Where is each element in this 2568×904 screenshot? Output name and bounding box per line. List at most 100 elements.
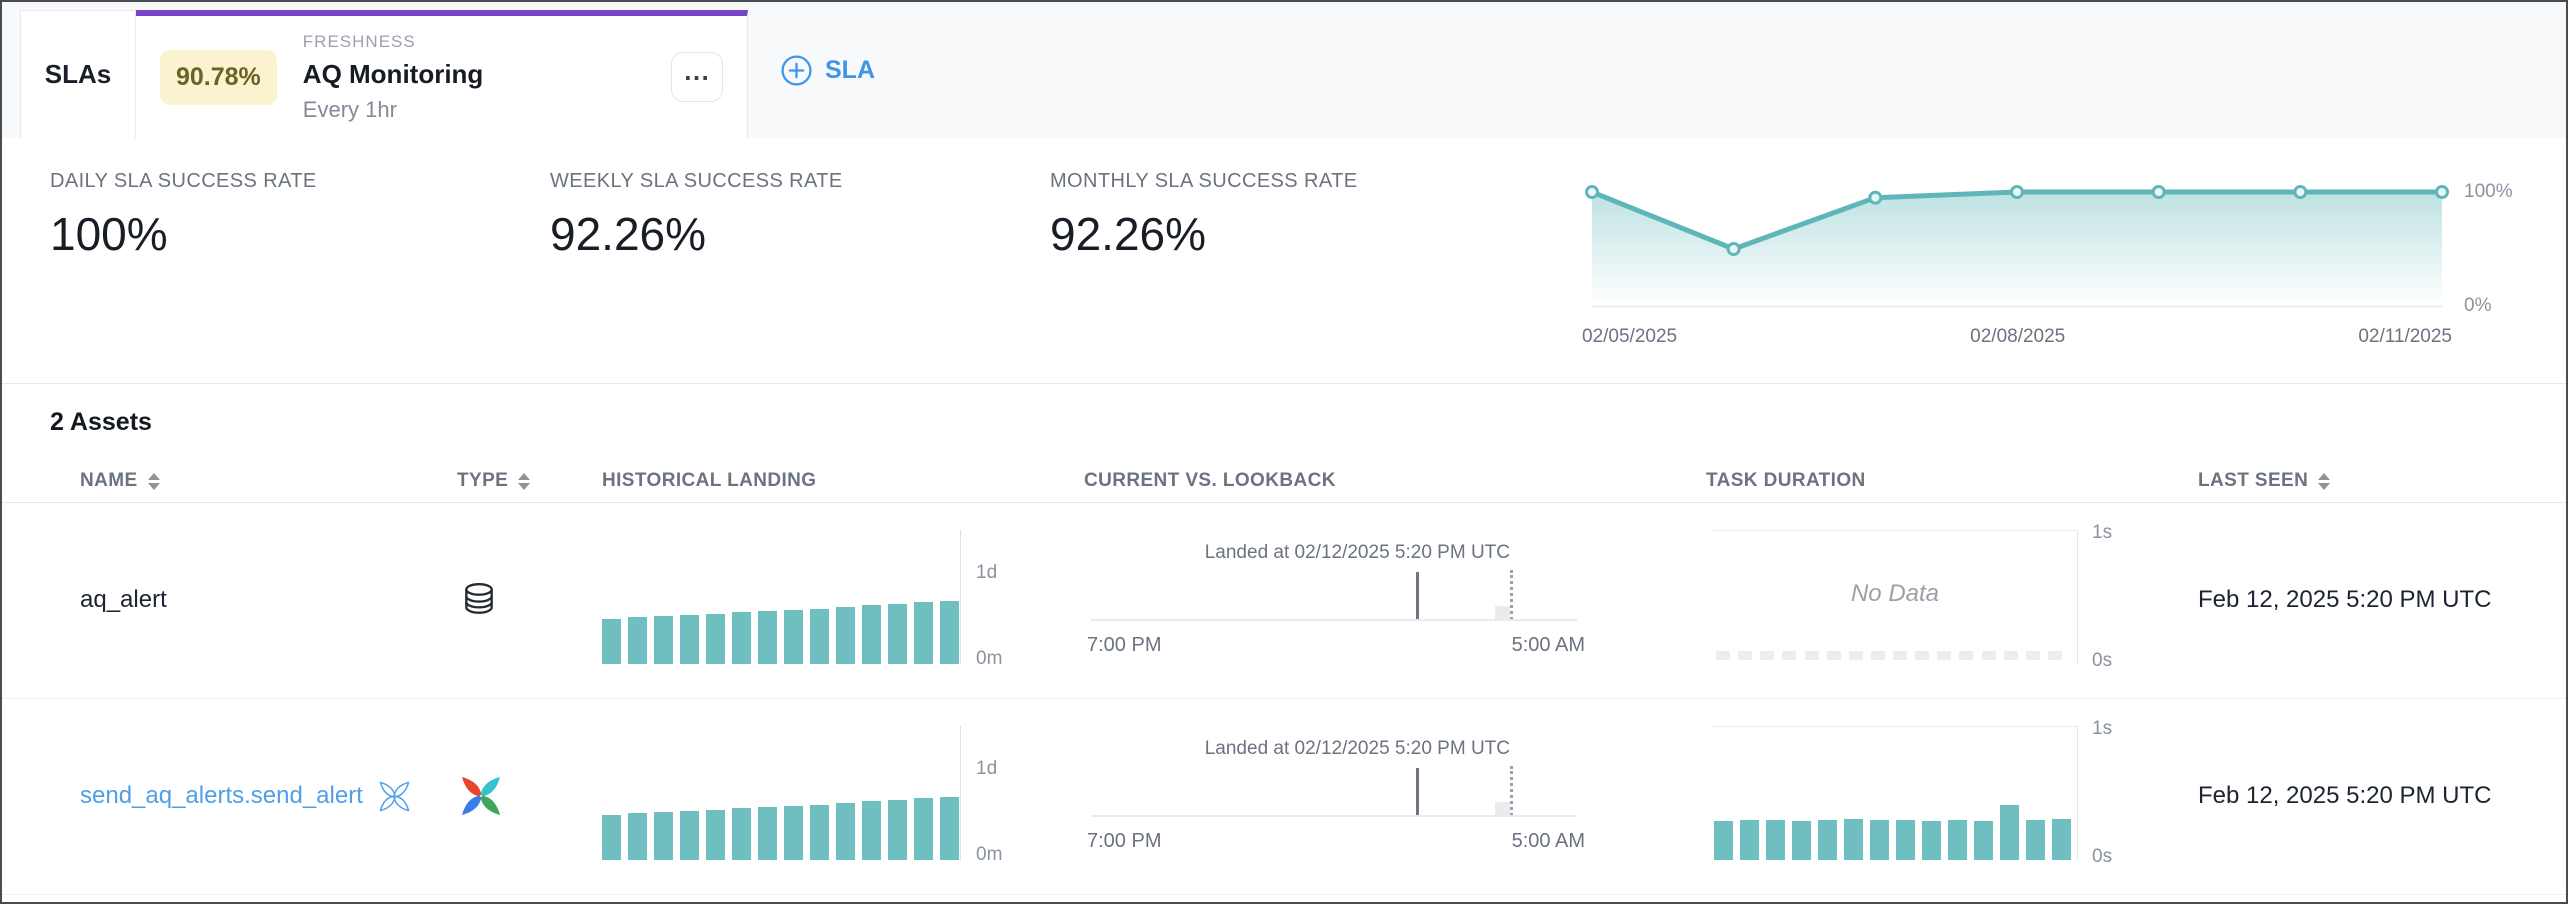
y-axis-min-label: 0m	[976, 844, 1003, 865]
placeholder-dash	[1848, 651, 1863, 660]
sort-icon[interactable]	[2318, 472, 2331, 490]
y-axis-max-label: 1s	[2092, 522, 2113, 543]
sort-up-arrow	[2318, 472, 2331, 480]
placeholder-dash	[1716, 651, 1730, 660]
sla-schedule: Every 1hr	[302, 96, 397, 122]
placeholder-dash	[1915, 651, 1930, 660]
landed-marker-line	[1415, 572, 1419, 620]
bar	[888, 800, 907, 860]
y-axis-min-label: 0m	[976, 648, 1003, 669]
column-header-name[interactable]: NAME	[80, 460, 160, 502]
y-axis-min-label: 0s	[2092, 650, 2113, 671]
bar	[1844, 819, 1863, 860]
tab-menu-button[interactable]: ⋯	[671, 52, 723, 102]
bar	[836, 803, 855, 860]
sort-up-arrow	[518, 472, 531, 480]
column-header-type[interactable]: TYPE	[457, 460, 531, 502]
column-header-last-seen[interactable]: LAST SEEN	[2198, 460, 2331, 502]
bar	[784, 610, 803, 664]
task-duration-chart: 1s 0s	[1712, 718, 2112, 867]
bar	[628, 813, 647, 860]
asset-name: aq_alert	[80, 586, 167, 613]
historical-landing-chart: 1d 0m	[602, 530, 1042, 669]
asset-type-cell	[460, 698, 502, 894]
asset-name-cell: aq_alert	[80, 502, 167, 698]
circle-plus-icon	[781, 54, 812, 86]
bar	[1870, 820, 1889, 860]
stat-value: 100%	[50, 208, 168, 260]
stat-label: DAILY SLA SUCCESS RATE	[50, 170, 317, 192]
column-header-label: LAST SEEN	[2198, 470, 2309, 491]
historical-landing-chart: 1d 0m	[602, 726, 1042, 865]
placeholder-dash	[1870, 651, 1885, 660]
lookback-marker-line	[1510, 766, 1514, 816]
sort-down-arrow	[147, 482, 160, 490]
trend-x-tick: 02/05/2025	[1582, 326, 1678, 347]
last-seen-cell: Feb 12, 2025 5:20 PM UTC	[2198, 698, 2491, 894]
bar	[732, 612, 751, 664]
timeline-axis-labels: 7:00 PM 5:00 AM	[1087, 830, 1585, 853]
placeholder-dash	[1804, 651, 1819, 660]
add-sla-button[interactable]: SLA	[774, 53, 881, 88]
tab-aq-monitoring[interactable]: 90.78% FRESHNESS AQ Monitoring Every 1hr…	[136, 10, 748, 138]
bar	[940, 601, 959, 664]
bar	[862, 605, 881, 664]
sort-icon[interactable]	[147, 472, 160, 490]
column-header-label: CURRENT VS. LOOKBACK	[1084, 470, 1336, 491]
column-header-historical-landing: HISTORICAL LANDING	[602, 460, 816, 502]
sla-summary-panel: DAILY SLA SUCCESS RATE 100% WEEKLY SLA S…	[2, 138, 2566, 384]
assets-count-heading: 2 Assets	[50, 408, 152, 436]
bar	[1922, 821, 1941, 860]
lookback-window-box	[1495, 606, 1511, 620]
placeholder-dash	[1760, 651, 1775, 660]
trend-area-chart	[1585, 185, 2449, 308]
lookback-marker-line	[1510, 570, 1514, 620]
slas-section-box: SLAs	[20, 10, 136, 138]
bar	[758, 611, 777, 664]
column-header-current-vs-lookback: CURRENT VS. LOOKBACK	[1084, 460, 1336, 502]
historical-landing-bars	[602, 601, 959, 664]
last-seen-value: Feb 12, 2025 5:20 PM UTC	[2198, 782, 2492, 809]
column-header-label: TASK DURATION	[1706, 470, 1866, 491]
placeholder-dash	[2025, 651, 2040, 660]
column-header-label: TYPE	[457, 470, 509, 491]
timeline-baseline	[1091, 619, 1577, 621]
placeholder-dash	[2047, 651, 2062, 660]
trend-data-point	[1868, 190, 1883, 205]
airflow-icon	[461, 776, 501, 816]
current-vs-lookback-chart: Landed at 02/12/2025 5:20 PM UTC 7:00 PM…	[1087, 502, 1585, 698]
placeholder-dash	[1981, 651, 1996, 660]
bar	[836, 607, 855, 664]
bar	[706, 810, 725, 860]
placeholder-dash	[1738, 651, 1753, 660]
trend-data-point	[2151, 185, 2166, 199]
stat-label: MONTHLY SLA SUCCESS RATE	[1050, 170, 1358, 192]
bar	[2052, 819, 2071, 860]
bar	[758, 807, 777, 860]
y-axis-min-label: 0s	[2092, 846, 2113, 867]
bar	[654, 812, 673, 860]
tab-text: FRESHNESS AQ Monitoring Every 1hr	[303, 32, 484, 123]
bar	[680, 615, 699, 664]
bar	[732, 808, 751, 860]
timeline-baseline	[1091, 815, 1577, 817]
monthly-success-rate-stat: MONTHLY SLA SUCCESS RATE 92.26%	[1050, 170, 1357, 261]
sort-down-arrow	[518, 482, 531, 490]
bar	[862, 801, 881, 860]
bar	[654, 616, 673, 664]
assets-section: 2 Assets NAME TYPE HISTORICAL LANDING CURRE…	[2, 384, 2566, 902]
asset-name[interactable]: send_aq_alerts.send_alert	[80, 782, 363, 809]
task-chart-top-border	[1712, 726, 2078, 727]
trend-data-point	[1585, 185, 1599, 199]
timeline-axis-labels: 7:00 PM 5:00 AM	[1087, 634, 1585, 657]
sort-icon[interactable]	[518, 472, 531, 490]
landed-annotation: Landed at 02/12/2025 5:20 PM UTC	[1204, 542, 1510, 563]
daily-success-rate-stat: DAILY SLA SUCCESS RATE 100%	[50, 170, 317, 261]
no-data-label: No Data	[1850, 580, 1940, 607]
bar	[914, 798, 933, 860]
trend-data-point	[2293, 185, 2308, 199]
stat-value: 92.26%	[550, 208, 707, 260]
database-icon	[465, 583, 493, 614]
y-axis-max-label: 1s	[2092, 718, 2113, 739]
